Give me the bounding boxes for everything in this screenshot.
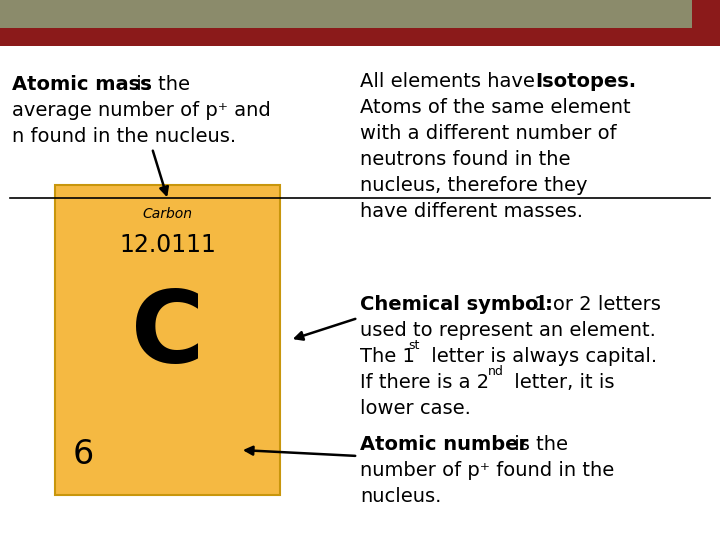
Text: C: C [131,287,204,383]
Text: used to represent an element.: used to represent an element. [360,321,656,340]
Text: nucleus, therefore they: nucleus, therefore they [360,176,588,195]
Text: All elements have: All elements have [360,72,541,91]
Text: n found in the nucleus.: n found in the nucleus. [12,127,236,146]
Text: have different masses.: have different masses. [360,202,583,221]
Text: letter, it is: letter, it is [508,373,614,392]
Text: 6: 6 [73,438,94,471]
Text: Carbon: Carbon [143,207,192,221]
Text: is the: is the [508,435,568,454]
Text: If there is a 2: If there is a 2 [360,373,489,392]
Bar [55,185,280,495]
Text: 1 or 2 letters: 1 or 2 letters [528,295,661,314]
Text: average number of p⁺ and: average number of p⁺ and [12,101,271,120]
Text: is the: is the [130,75,190,94]
Bar [0,0,692,28]
Text: neutrons found in the: neutrons found in the [360,150,570,169]
Text: nd: nd [488,365,504,378]
Text: number of p⁺ found in the: number of p⁺ found in the [360,461,614,480]
Bar [0,28,720,46]
Text: lower case.: lower case. [360,399,471,418]
Text: Atoms of the same element: Atoms of the same element [360,98,631,117]
Text: Isotopes.: Isotopes. [535,72,636,91]
Bar [692,0,720,28]
Text: nucleus.: nucleus. [360,487,441,506]
Text: The 1: The 1 [360,347,415,366]
Text: 12.0111: 12.0111 [119,233,216,257]
Text: with a different number of: with a different number of [360,124,616,143]
Text: letter is always capital.: letter is always capital. [425,347,657,366]
Text: Chemical symbol:: Chemical symbol: [360,295,553,314]
Text: Atomic mass: Atomic mass [12,75,152,94]
Text: Atomic number: Atomic number [360,435,528,454]
Text: st: st [408,339,419,352]
